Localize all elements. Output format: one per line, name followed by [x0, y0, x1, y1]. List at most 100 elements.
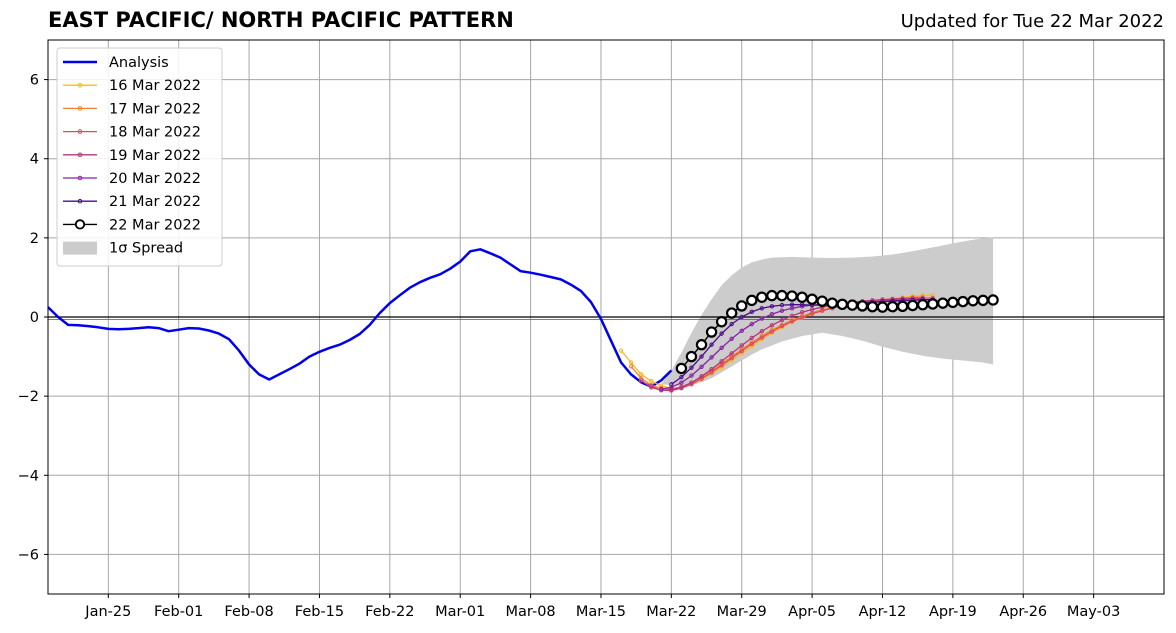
- forecast-point: [618, 348, 624, 353]
- latest-forecast-point: [957, 295, 969, 308]
- forecast-point: [719, 359, 724, 364]
- forecast-point: [789, 302, 795, 307]
- x-tick-label: Mar-01: [435, 604, 485, 620]
- forecast-point: [709, 355, 714, 360]
- legend-label: 20 Mar 2022: [109, 171, 201, 187]
- x-tick-label: Apr-26: [999, 604, 1047, 620]
- latest-forecast-point: [816, 295, 828, 307]
- forecast-point: [779, 308, 785, 313]
- forecast-point: [739, 343, 744, 348]
- forecast-point: [769, 304, 775, 309]
- latest-forecast-point: [786, 290, 798, 302]
- y-tick-label: 4: [30, 152, 39, 168]
- forecast-point: [799, 315, 805, 320]
- y-tick-label: 6: [30, 73, 39, 89]
- forecast-point: [689, 380, 694, 385]
- forecast-point: [669, 387, 674, 393]
- latest-forecast-point: [947, 296, 959, 309]
- axes: Jan-25 Feb-01 Feb-08 Feb-15 Feb-22 Mar-01 Mar-…: [18, 39, 1165, 620]
- forecast-point: [739, 314, 744, 320]
- latest-forecast-point: [695, 339, 708, 351]
- forecast-point: [799, 310, 805, 315]
- forecast-point: [679, 374, 684, 380]
- forecast-point: [769, 329, 775, 334]
- legend-label: 22 Mar 2022: [109, 217, 201, 233]
- forecast-point: [638, 378, 644, 383]
- x-tick-label: Feb-15: [295, 604, 344, 620]
- latest-forecast-point: [746, 294, 758, 307]
- forecast-point: [789, 313, 795, 319]
- latest-forecast-point: [937, 297, 949, 309]
- x-tick-label: Feb-08: [224, 604, 273, 620]
- latest-forecast-point: [896, 300, 909, 313]
- x-tick-label: Apr-19: [929, 604, 977, 620]
- latest-forecast-point: [866, 301, 879, 313]
- forecast-point: [699, 374, 704, 379]
- forecast-point: [759, 306, 765, 311]
- x-tick-label: Mar-15: [576, 604, 626, 620]
- legend-swatch-marker: [74, 219, 86, 230]
- forecast-point: [729, 321, 734, 327]
- legend-swatch-spread: [63, 241, 97, 255]
- forecast-point: [719, 345, 724, 351]
- legend-swatch-marker: [77, 198, 83, 204]
- y-tick-label: 0: [30, 310, 39, 326]
- latest-forecast-point: [927, 298, 939, 310]
- legend-box: [56, 47, 223, 267]
- forecast-point: [779, 323, 785, 329]
- forecast-point: [699, 364, 704, 370]
- spread-band-layer: [661, 237, 994, 387]
- forecast-point: [739, 328, 744, 334]
- latest-forecast-point: [846, 299, 859, 311]
- latest-forecast-point: [736, 300, 748, 312]
- latest-forecast-point: [836, 298, 848, 311]
- forecast-point: [659, 386, 664, 392]
- forecast-point: [769, 323, 775, 328]
- forecast-point: [649, 378, 654, 384]
- latest-forecast-point: [886, 301, 899, 313]
- forecast-point: [719, 331, 724, 336]
- latest-forecast-point: [685, 350, 698, 363]
- legend-swatch-marker: [77, 152, 83, 158]
- forecast-point: [799, 302, 805, 307]
- forecast-point: [709, 367, 714, 372]
- latest-forecast-point: [705, 326, 718, 338]
- forecast-point: [729, 336, 734, 341]
- legend-label: 16 Mar 2022: [109, 78, 201, 94]
- forecast-point: [638, 372, 644, 377]
- forecast-point: [729, 351, 734, 356]
- latest-forecast-point: [766, 289, 778, 302]
- forecast-point: [789, 319, 795, 324]
- forecast-point: [779, 317, 785, 323]
- plot-frame: [47, 39, 1165, 595]
- y-tick-label: −2: [18, 389, 39, 405]
- forecast-point: [709, 342, 714, 347]
- legend-label: 18 Mar 2022: [109, 125, 201, 141]
- latest-forecast-point: [806, 293, 818, 305]
- forecast-point: [699, 354, 704, 359]
- zero-line-layer: [48, 316, 1164, 320]
- forecast-point: [689, 373, 694, 378]
- forecast-point: [759, 316, 765, 321]
- x-tick-label: Mar-22: [646, 604, 696, 620]
- forecast-line: [650, 297, 923, 391]
- forecast-point: [719, 363, 724, 368]
- forecast-point: [689, 365, 694, 370]
- x-tick-label: Mar-08: [506, 604, 556, 620]
- forecast-point: [779, 302, 785, 308]
- forecast-point: [679, 385, 684, 390]
- latest-forecast-point: [826, 297, 838, 309]
- legend: Analysis 16 Mar 2022 17 Mar 2022 18 Mar 202…: [56, 47, 223, 267]
- y-tick-label: −6: [18, 547, 39, 563]
- y-tick-label: 2: [30, 231, 39, 247]
- forecast-point: [628, 364, 634, 369]
- forecast-point: [809, 311, 815, 317]
- legend-label: 21 Mar 2022: [109, 194, 201, 210]
- legend-swatch-marker: [77, 175, 83, 181]
- legend-label: Analysis: [109, 55, 169, 71]
- forecast-point: [649, 384, 654, 389]
- latest-forecast-point: [977, 294, 989, 307]
- legend-swatch-marker: [77, 129, 83, 134]
- latest-forecast-point: [675, 362, 688, 375]
